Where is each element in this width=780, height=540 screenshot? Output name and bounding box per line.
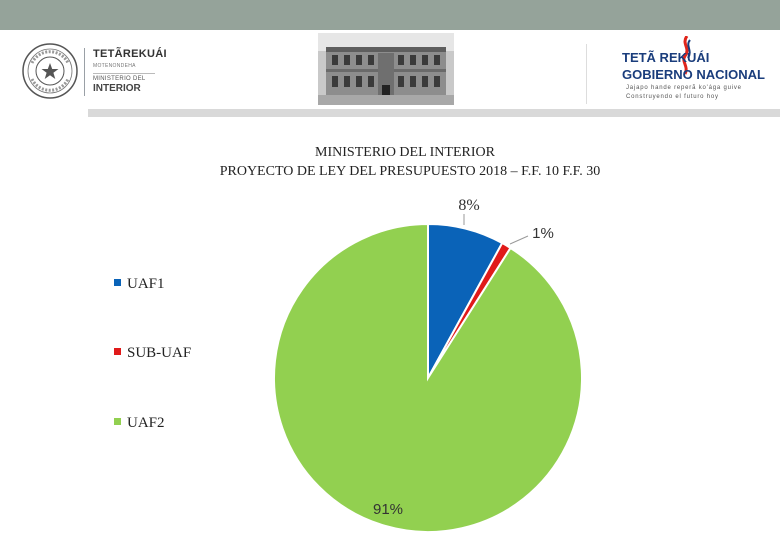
ministry-brand: TETÃREKUÁI: [93, 48, 167, 60]
data-label-uaf1: 8%: [458, 197, 479, 214]
top-bar: [0, 0, 780, 30]
gov-tagline2: Construyendo el futuro hoy: [626, 94, 719, 100]
legend-label: SUB-UAF: [127, 345, 192, 361]
gov-tagline1: Jajapo hande reperã ko'ága guive: [626, 85, 742, 91]
logo-rule: [93, 73, 155, 74]
ministry-logo: TETÃREKUÁI MOTENONDEHA MINISTERIO DEL IN…: [84, 46, 194, 98]
legend-swatch: [114, 348, 121, 356]
ministry-brand-sub: MOTENONDEHA: [93, 63, 136, 69]
chart-title-line2: PROYECTO DE LEY DEL PRESUPUESTO 2018 – F…: [219, 164, 601, 179]
flag-mark-icon: [682, 36, 691, 75]
pie-slice-uaf2: [273, 222, 583, 533]
gov-line1: TETÃ REKUÁI: [622, 50, 710, 65]
logo-divider: [84, 48, 85, 96]
legend-label: UAF1: [127, 276, 165, 292]
legend-item-sub-uaf: SUB-UAF: [114, 345, 191, 362]
gov-line2: GOBIERNO NACIONAL: [622, 67, 765, 82]
header-divider: [88, 109, 780, 117]
national-seal-icon: [22, 43, 78, 99]
legend-swatch: [114, 418, 121, 426]
data-label-sub-uaf: 1%: [532, 225, 554, 242]
building-photo: [318, 33, 454, 105]
legend-label: UAF2: [127, 415, 165, 431]
chart-title-line1: MINISTERIO DEL INTERIOR: [315, 145, 495, 160]
government-logo: TETÃ REKUÁI GOBIERNO NACIONAL Jajapo han…: [616, 36, 765, 106]
header-vertical-divider: [586, 44, 587, 104]
legend-item-uaf2: UAF2: [114, 415, 165, 432]
leader-line-sub-uaf: [509, 235, 529, 245]
data-label-uaf2: 91%: [373, 501, 403, 518]
ministry-name: INTERIOR: [93, 83, 141, 94]
legend-item-uaf1: UAF1: [114, 276, 165, 293]
ministry-label: MINISTERIO DEL: [93, 76, 146, 82]
legend-swatch: [114, 279, 121, 287]
